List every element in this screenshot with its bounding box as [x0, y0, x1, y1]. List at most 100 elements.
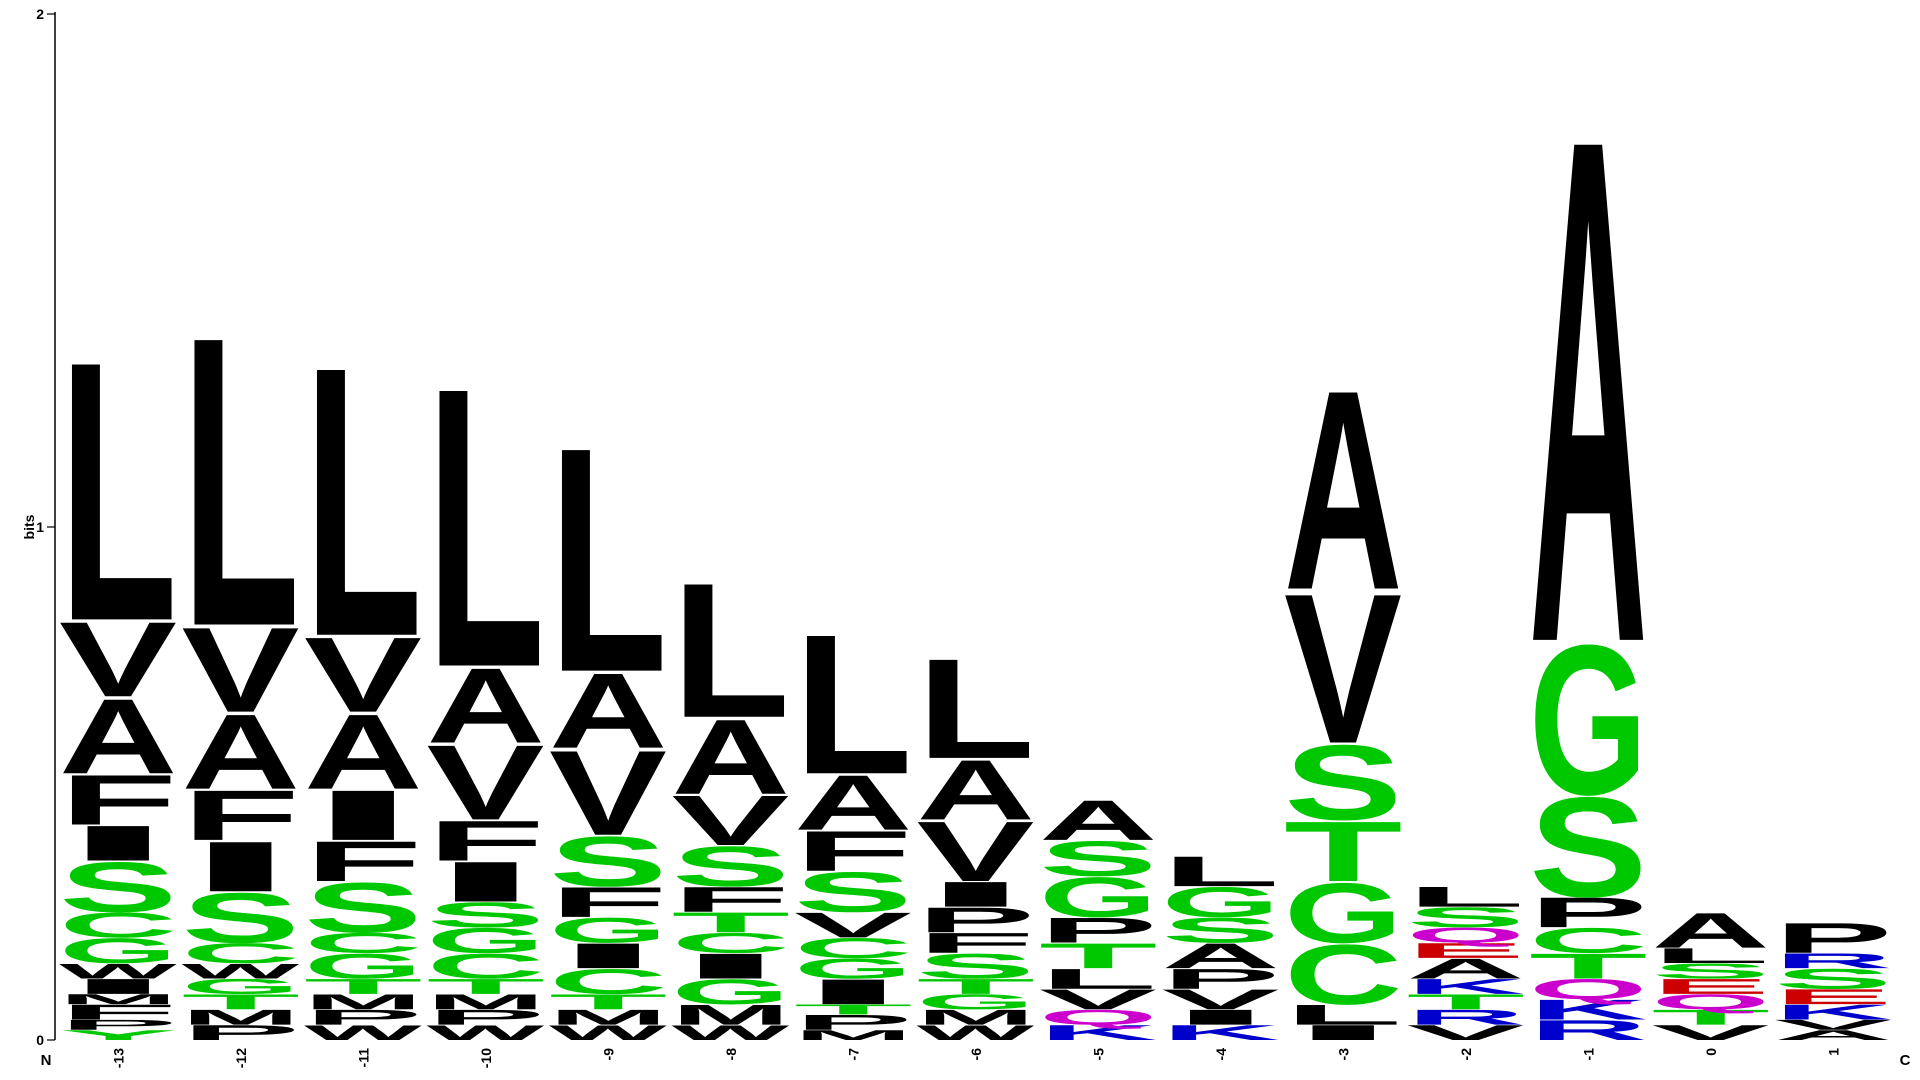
logo-letter-g: G — [672, 972, 790, 1012]
logo-letter-s: S — [794, 860, 912, 924]
logo-letter-q: Q — [1407, 923, 1525, 947]
logo-letter-a: A — [549, 652, 667, 771]
logo-letter-i: I — [794, 972, 912, 1012]
x-tick-label: -8 — [723, 1048, 739, 1061]
logo-letter-g: G — [1529, 601, 1647, 839]
logo-letter-l: L — [304, 286, 422, 717]
y-tick-label: 0 — [36, 1032, 44, 1048]
x-labels-layer: -13 -12 -11 -10 -9 -8 -7 -6 -5 -4 -3 -2 -1 0 1 — [110, 1048, 1841, 1068]
x-tick-label: 0 — [1703, 1048, 1719, 1056]
logo-letter-s: S — [1774, 963, 1892, 995]
y-tick-label: 1 — [36, 519, 44, 535]
logo-letter-i: I — [182, 827, 300, 907]
logo-letter-w: W — [304, 1021, 422, 1045]
logo-letter-g: G — [1039, 866, 1157, 929]
logo-letter-v: V — [917, 804, 1035, 899]
x-tick-label: -5 — [1090, 1048, 1106, 1061]
logo-letter-e: E — [1774, 985, 1892, 1009]
y-axis-label: bits — [21, 514, 37, 539]
c-terminus-label: C — [1900, 1052, 1911, 1069]
logo-letter-a: A — [1652, 902, 1770, 958]
logo-letter-i: I — [672, 946, 790, 986]
logo-letter-c: C — [672, 927, 791, 959]
logo-letter-v: V — [1407, 1021, 1525, 1045]
logo-letter-s: S — [1652, 959, 1770, 983]
logo-letter-t: T — [304, 975, 422, 999]
logo-letter-k: K — [1774, 1000, 1893, 1024]
logo-letter-i: I — [427, 850, 545, 914]
logo-letter-c: C — [1284, 927, 1402, 1022]
logo-letter-f: F — [794, 820, 912, 883]
logo-letter-w: W — [672, 1021, 790, 1045]
x-tick-label: -4 — [1213, 1048, 1229, 1061]
logo-letter-k: K — [1407, 974, 1526, 998]
logo-letter-r: R — [1407, 1005, 1526, 1029]
logo-letter-s: S — [917, 946, 1035, 986]
logo-letter-s: S — [59, 847, 177, 927]
logo-letter-e: E — [1652, 974, 1770, 998]
logo-letter-a: A — [672, 698, 790, 817]
x-tick-label: -6 — [968, 1048, 984, 1061]
logo-letter-k: K — [1039, 1021, 1158, 1045]
logo-letter-p: P — [1039, 911, 1157, 951]
logo-letter-v: V — [672, 781, 790, 861]
logo-letter-v: V — [59, 600, 177, 719]
x-tick-label: -12 — [233, 1048, 249, 1068]
logo-letter-g: G — [59, 931, 177, 971]
logo-letter-i: I — [59, 975, 177, 999]
logo-letter-s: S — [1284, 723, 1402, 843]
logo-letter-a: A — [794, 760, 912, 847]
logo-letter-t: T — [672, 907, 790, 939]
x-tick-label: -10 — [478, 1048, 494, 1068]
logo-letter-g: G — [549, 911, 667, 951]
logo-letter-g: G — [182, 975, 300, 999]
logo-letter-l: L — [1039, 963, 1157, 995]
x-tick-label: -3 — [1335, 1048, 1351, 1061]
logo-letter-m: M — [182, 1005, 300, 1029]
x-tick-label: -2 — [1458, 1048, 1474, 1061]
logo-letter-a: A — [1407, 953, 1526, 985]
logo-letter-q: Q — [1529, 973, 1647, 1005]
logo-letter-a: A — [1774, 1027, 1892, 1043]
logo-letter-a: A — [59, 678, 177, 797]
logo-letter-t: T — [1039, 936, 1157, 976]
logo-letter-c: C — [549, 962, 668, 1002]
logo-letter-a: A — [182, 693, 300, 812]
logo-letter-r: R — [1529, 1014, 1648, 1046]
logo-letter-m: M — [794, 1027, 912, 1043]
logo-letter-v: V — [794, 906, 912, 946]
logo-letter-f: F — [182, 776, 300, 855]
logo-letter-v: V — [1652, 1021, 1770, 1045]
logo-letter-a: A — [1284, 331, 1402, 650]
logo-letter-v: V — [1284, 549, 1402, 789]
logo-letter-t: T — [1284, 803, 1402, 899]
logo-letter-l: L — [917, 630, 1035, 789]
logo-letter-c: C — [304, 927, 423, 959]
logo-letter-c: C — [182, 937, 301, 969]
logo-letter-f: F — [549, 878, 667, 926]
logo-letter-i: I — [59, 815, 177, 871]
logo-letter-w: W — [59, 959, 177, 983]
logo-letter-t: T — [917, 975, 1035, 999]
logo-letter-m: M — [917, 1005, 1035, 1029]
logo-letter-g: G — [917, 990, 1035, 1014]
logo-letter-l: L — [182, 252, 300, 713]
logo-letter-p: P — [59, 1017, 178, 1033]
logo-letter-q: Q — [1039, 1006, 1157, 1030]
logo-letter-p: P — [1162, 963, 1280, 995]
logo-letter-p: P — [917, 900, 1035, 940]
logo-letter-i: I — [304, 775, 422, 855]
logo-letter-v: V — [1774, 1017, 1892, 1033]
logo-letter-s: S — [672, 835, 790, 899]
logo-letter-a: A — [427, 647, 545, 766]
logo-letter-v: V — [1039, 983, 1157, 1015]
logo-letter-c: C — [794, 932, 913, 964]
x-tick-label: -1 — [1580, 1048, 1596, 1061]
logo-letter-c: C — [1529, 921, 1648, 961]
logo-letter-v: V — [1162, 983, 1280, 1015]
logo-letter-g: G — [304, 947, 422, 987]
logo-letter-l: L — [1652, 944, 1770, 968]
logo-letter-f: F — [917, 927, 1035, 959]
